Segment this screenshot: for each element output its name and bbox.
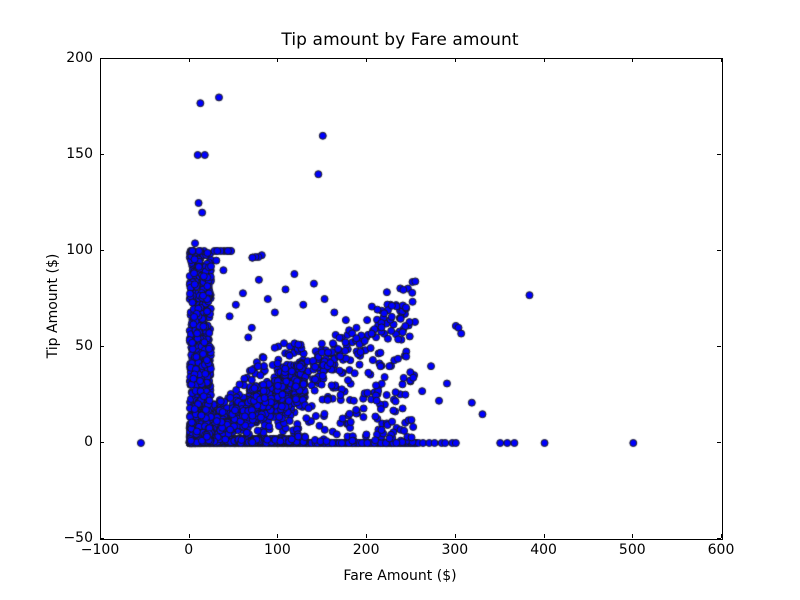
y-axis-tick-label: 0 [84, 434, 93, 450]
y-axis-tick-label: 100 [66, 242, 93, 258]
y-axis-tick [100, 346, 104, 347]
x-axis-tick [277, 534, 279, 538]
x-axis-tick [543, 58, 545, 62]
y-axis-tick-label: 200 [66, 50, 93, 66]
plot-axes-area [100, 58, 723, 540]
scatter-points-layer [101, 59, 722, 539]
y-axis-tick-label: −50 [63, 530, 93, 546]
y-axis-label: Tip Amount ($) [45, 253, 61, 359]
x-axis-tick-label: 400 [530, 542, 557, 558]
y-axis-tick [717, 250, 721, 251]
y-axis-tick-label: 50 [75, 338, 93, 354]
x-axis-tick-label: 100 [264, 542, 291, 558]
x-axis-label: Fare Amount ($) [343, 568, 457, 584]
x-axis-tick [721, 534, 722, 538]
y-axis-tick [100, 58, 104, 59]
x-axis-tick [277, 58, 279, 62]
x-axis-tick [632, 58, 634, 62]
y-axis-tick [717, 154, 721, 155]
x-axis-tick [454, 534, 456, 538]
x-axis-tick [632, 534, 634, 538]
x-axis-tick [188, 58, 190, 62]
x-axis-tick [543, 534, 545, 538]
x-axis-tick-label: 200 [352, 542, 380, 558]
x-axis-tick [366, 534, 368, 538]
y-axis-tick [717, 58, 721, 59]
x-axis-tick [188, 534, 190, 538]
x-axis-tick-label: 300 [441, 542, 469, 558]
x-axis-tick [721, 58, 722, 62]
page-title: Tip amount by Fare amount [281, 30, 519, 50]
x-axis-tick-label: −100 [80, 542, 120, 558]
y-axis-tick [717, 346, 721, 347]
x-axis-tick [100, 534, 101, 538]
y-axis-tick [100, 538, 104, 539]
x-axis-tick-label: 0 [184, 542, 194, 558]
x-axis-tick [454, 58, 456, 62]
y-axis-tick [100, 154, 104, 155]
x-axis-tick [366, 58, 368, 62]
y-axis-tick [100, 442, 104, 443]
x-axis-tick-label: 500 [618, 542, 646, 558]
x-axis-tick-label: 600 [707, 542, 735, 558]
x-axis-tick [100, 58, 101, 62]
y-axis-tick [717, 538, 721, 539]
y-axis-tick-label: 150 [66, 146, 93, 162]
y-axis-tick [100, 250, 104, 251]
y-axis-tick [717, 442, 721, 443]
